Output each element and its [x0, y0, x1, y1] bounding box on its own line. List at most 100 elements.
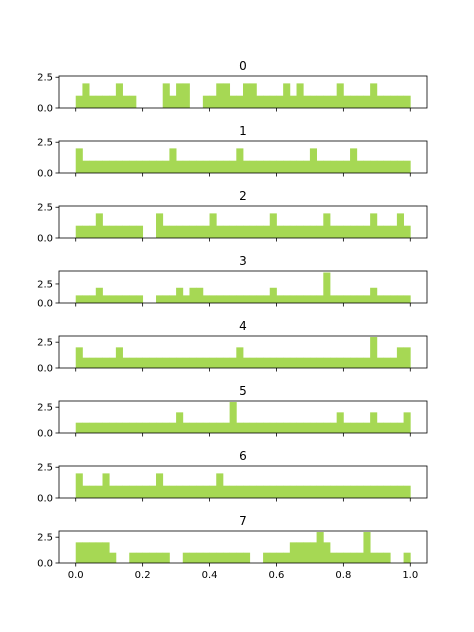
axes-frame	[58, 140, 428, 174]
histogram-bar	[216, 473, 224, 498]
histogram-bar	[243, 295, 251, 303]
histogram-bar	[396, 347, 404, 368]
histogram-bar	[350, 295, 358, 303]
histogram-bar	[236, 552, 244, 563]
histogram-bar	[109, 95, 117, 108]
histogram-bar	[82, 422, 90, 433]
histogram-bar	[95, 160, 103, 173]
histogram-bar	[276, 95, 284, 108]
histogram-bar	[396, 160, 404, 173]
histogram-bar	[283, 552, 291, 563]
histogram-bar	[216, 295, 224, 303]
histogram-bar	[149, 552, 157, 563]
histogram-bar	[189, 422, 197, 433]
axes-frame	[58, 400, 428, 434]
histogram-bar	[249, 225, 257, 238]
histogram-bar	[162, 485, 170, 498]
histogram-bar	[356, 357, 364, 368]
histogram-bar	[95, 422, 103, 433]
histogram-bar	[222, 422, 231, 433]
histogram-bar	[176, 225, 184, 238]
histogram-bar	[343, 485, 351, 498]
histogram-bar	[182, 160, 190, 173]
histogram-bar	[276, 485, 284, 498]
histogram-bar	[256, 160, 264, 173]
histogram-bar	[363, 225, 371, 238]
histogram-bar	[102, 473, 110, 498]
histogram-bar	[303, 225, 311, 238]
subplot-title: 5	[239, 384, 247, 398]
histogram-bar	[289, 542, 297, 563]
histogram-bar	[336, 83, 344, 108]
histogram-bar	[82, 83, 90, 108]
histogram-bar	[263, 95, 271, 108]
histogram-bar	[329, 552, 338, 563]
histogram-bar	[189, 160, 197, 173]
histogram-bar	[95, 287, 103, 303]
histogram-bar	[283, 485, 291, 498]
histogram-bar	[243, 552, 251, 563]
histogram-bar	[129, 160, 137, 173]
histogram-bar	[135, 552, 144, 563]
histogram-bar	[156, 552, 164, 563]
histogram-bar	[269, 95, 277, 108]
histogram-bar	[343, 160, 351, 173]
histogram-bar	[169, 357, 177, 368]
histogram-bar	[176, 83, 184, 108]
histogram-bar	[162, 83, 170, 108]
histogram-bar	[350, 148, 358, 173]
histogram-bar	[396, 95, 404, 108]
histogram-bar	[169, 95, 177, 108]
y-tick-label: 0.0	[37, 364, 53, 375]
histogram-bar	[376, 422, 384, 433]
histogram-bar	[249, 485, 257, 498]
histogram-bar	[129, 295, 137, 303]
histogram-bar	[296, 295, 304, 303]
histogram-bar	[182, 485, 190, 498]
histogram-bar	[162, 357, 170, 368]
histogram-bar	[363, 95, 371, 108]
histogram-bar	[343, 295, 351, 303]
histogram-bar	[370, 287, 378, 303]
subplot-title: 3	[239, 254, 247, 268]
histogram-bar	[75, 225, 83, 238]
subplot-6: 6 0.0 2.5	[37, 449, 428, 505]
histogram-bar	[289, 225, 297, 238]
y-tick-label: 2.5	[37, 533, 53, 544]
histogram-bar	[350, 95, 358, 108]
subplot-3: 3 0.0 2.5	[37, 254, 428, 310]
histogram-bar	[236, 225, 244, 238]
histogram-bar	[370, 160, 378, 173]
histogram-bar	[256, 422, 264, 433]
histogram-bar	[129, 485, 137, 498]
histogram-bar	[142, 160, 150, 173]
histogram-bar	[162, 225, 170, 238]
histogram-bar	[390, 422, 398, 433]
histogram-bar	[403, 95, 411, 108]
histogram-bar	[222, 552, 231, 563]
histogram-bar	[202, 552, 210, 563]
histogram-bar	[102, 225, 110, 238]
histogram-bar	[182, 422, 190, 433]
histogram-bar	[316, 422, 324, 433]
histogram-bar	[75, 295, 83, 303]
histogram-bar	[263, 357, 271, 368]
histogram-bar	[236, 295, 244, 303]
histogram-bar	[403, 485, 411, 498]
histogram-bar	[329, 357, 338, 368]
histogram-bar	[336, 160, 344, 173]
histogram-bar	[236, 148, 244, 173]
histogram-bar	[216, 225, 224, 238]
histogram-bar	[236, 347, 244, 368]
histogram-bar	[156, 213, 164, 238]
histogram-bar	[202, 225, 210, 238]
histogram-bar	[396, 213, 404, 238]
histogram-bar	[356, 552, 364, 563]
histogram-bar	[249, 357, 257, 368]
histogram-bar	[256, 485, 264, 498]
histogram-bar	[222, 225, 231, 238]
histogram-bar	[169, 422, 177, 433]
histogram-bar	[269, 213, 277, 238]
histogram-bar	[276, 295, 284, 303]
histogram-bar	[249, 83, 257, 108]
